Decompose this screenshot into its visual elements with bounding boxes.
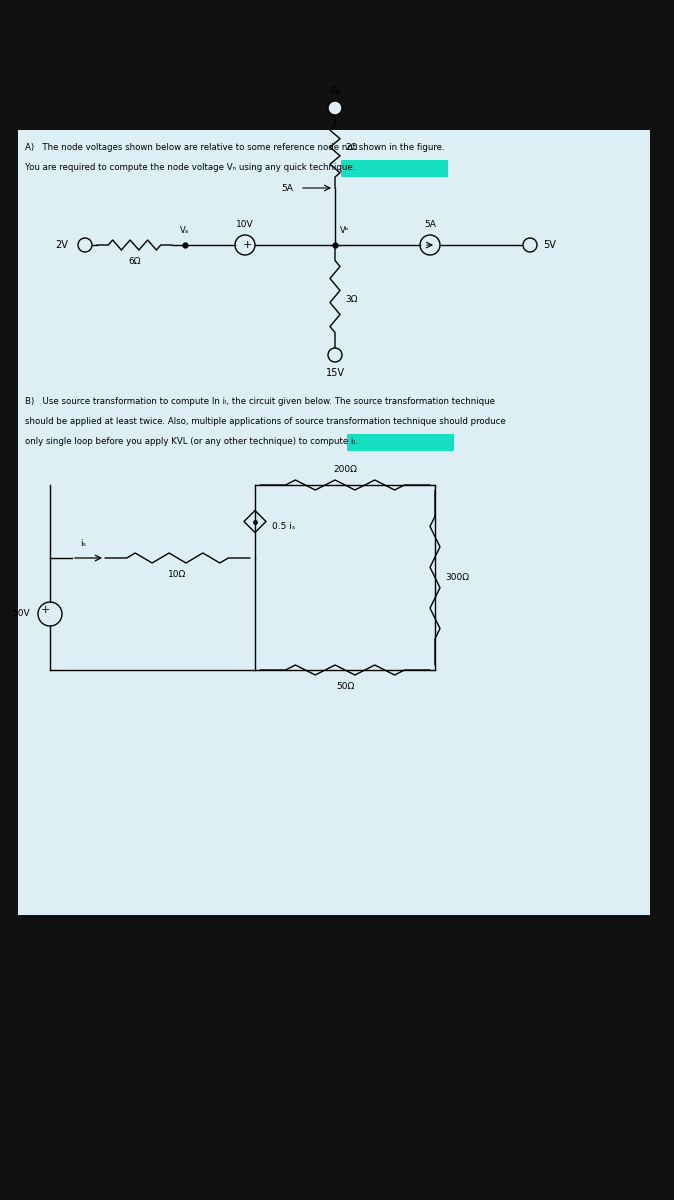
Text: only single loop before you apply KVL (or any other technique) to compute iₗ.: only single loop before you apply KVL (o…: [25, 438, 357, 446]
Text: 5A: 5A: [424, 220, 436, 229]
FancyBboxPatch shape: [341, 160, 448, 176]
Text: 6Ω: 6Ω: [128, 257, 141, 266]
Text: should be applied at least twice. Also, multiple applications of source transfor: should be applied at least twice. Also, …: [25, 418, 505, 426]
Text: 2V: 2V: [55, 240, 68, 250]
Text: 15V: 15V: [326, 368, 344, 378]
Text: B)   Use source transformation to compute In iₗ, the circuit given below. The so: B) Use source transformation to compute …: [25, 397, 495, 407]
Text: 10V: 10V: [236, 220, 254, 229]
Text: 200Ω: 200Ω: [333, 464, 357, 474]
Text: Vᵇ: Vᵇ: [340, 226, 349, 235]
Text: 50V: 50V: [12, 610, 30, 618]
Text: A)   The node voltages shown below are relative to some reference node not shown: A) The node voltages shown below are rel…: [25, 144, 445, 152]
Text: 0.5 iₛ: 0.5 iₛ: [272, 522, 295, 530]
Text: You are required to compute the node voltage Vₙ using any quick technique.: You are required to compute the node vol…: [25, 163, 355, 173]
Text: Vₐ: Vₐ: [181, 226, 189, 235]
Circle shape: [328, 348, 342, 362]
Text: +: +: [40, 605, 50, 614]
Circle shape: [328, 101, 342, 115]
Text: +: +: [243, 240, 251, 250]
Text: 3Ω: 3Ω: [345, 295, 357, 305]
Text: 10Ω: 10Ω: [168, 570, 187, 578]
Text: 5A: 5A: [281, 184, 293, 192]
Text: 300Ω: 300Ω: [445, 572, 469, 582]
Text: 5V: 5V: [543, 240, 556, 250]
Text: 2Ω: 2Ω: [345, 144, 357, 152]
FancyBboxPatch shape: [347, 434, 454, 451]
Circle shape: [523, 238, 537, 252]
Circle shape: [78, 238, 92, 252]
FancyBboxPatch shape: [18, 130, 650, 914]
Text: 4V: 4V: [329, 86, 341, 96]
Text: 50Ω: 50Ω: [336, 682, 354, 691]
Text: iₛ: iₛ: [80, 539, 86, 548]
